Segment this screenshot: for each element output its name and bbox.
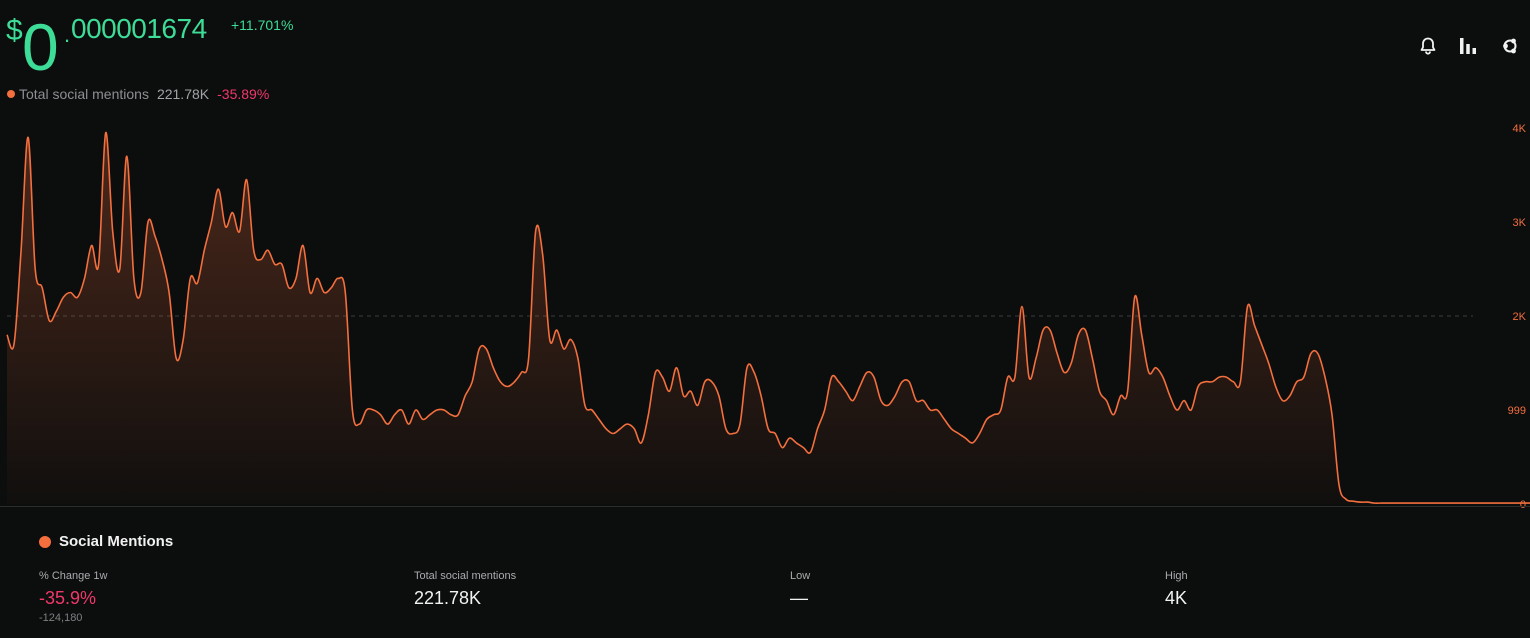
series-line xyxy=(6,131,1530,504)
chart-toolbar xyxy=(1410,34,1530,58)
stat-value: 221.78K xyxy=(414,588,482,608)
bell-icon xyxy=(1420,37,1436,55)
price-change-badge: +11.701% xyxy=(231,17,294,33)
stat-total-mentions: Total social mentions 221.78K xyxy=(414,569,516,609)
stat-sub: -124,180 xyxy=(39,612,83,624)
price-integer: 0 xyxy=(22,10,59,84)
stat-high: High 4K xyxy=(1165,569,1188,609)
y-tick-label: 999 xyxy=(1508,405,1526,417)
series-area xyxy=(7,132,1473,504)
y-tick-label: 4K xyxy=(1513,123,1527,135)
stat-label: High xyxy=(1165,570,1188,582)
legend-dot xyxy=(7,90,15,98)
price-decimals: 000001674 xyxy=(71,13,207,44)
stat-low: Low — xyxy=(790,569,810,609)
stat-value: -35.9% xyxy=(39,588,97,608)
bar-chart-icon xyxy=(1460,38,1476,54)
section-divider xyxy=(0,506,1530,507)
alerts-button[interactable] xyxy=(1416,34,1440,58)
chart-legend: Total social mentions 221.78K -35.89% xyxy=(7,86,269,102)
y-axis: 4K 3K 2K 999 0 xyxy=(1508,123,1527,510)
stat-label: Total social mentions xyxy=(414,570,517,582)
legend-value: 221.78K xyxy=(156,86,210,102)
legend-change: -35.89% xyxy=(217,86,270,102)
y-tick-label: 3K xyxy=(1513,217,1527,229)
legend-label: Total social mentions xyxy=(19,86,149,102)
social-mentions-chart[interactable]: 4K 3K 2K 999 0 xyxy=(0,0,1530,510)
share-icon xyxy=(1503,38,1517,54)
chart-type-button[interactable] xyxy=(1456,34,1480,58)
y-tick-label: 0 xyxy=(1520,499,1526,510)
stat-value: 4K xyxy=(1165,588,1188,608)
stat-label: Low xyxy=(790,570,811,582)
price-decimal-point: . xyxy=(64,22,71,47)
stat-percent-change: % Change 1w -35.9% -124,180 xyxy=(39,569,108,625)
share-button[interactable] xyxy=(1498,34,1522,58)
price-currency: $ xyxy=(6,14,23,47)
y-tick-label: 2K xyxy=(1513,311,1527,323)
stats-title: Social Mentions xyxy=(39,533,173,551)
stats-title-label: Social Mentions xyxy=(59,533,174,550)
series-dot xyxy=(39,536,51,548)
stat-value: — xyxy=(790,588,808,608)
stat-label: % Change 1w xyxy=(39,570,108,582)
